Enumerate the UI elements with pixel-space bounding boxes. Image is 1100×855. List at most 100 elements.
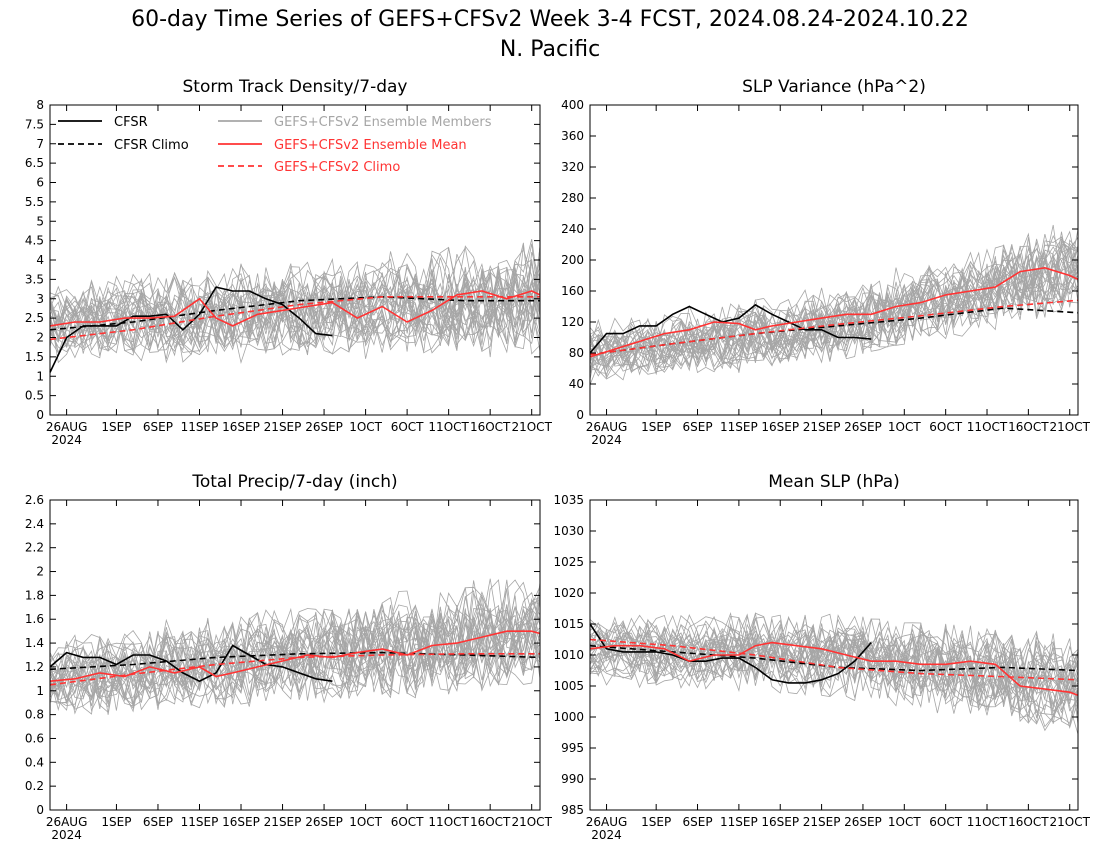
x-tick-label: 11OCT bbox=[967, 815, 1008, 829]
cfsr-line bbox=[589, 303, 872, 354]
y-tick-label: 1010 bbox=[553, 648, 584, 662]
x-tick-label: 11OCT bbox=[428, 815, 469, 829]
ensemble-mean-line bbox=[49, 630, 541, 682]
x-tick-label: 1SEP bbox=[101, 420, 131, 434]
ensemble-member-line bbox=[589, 640, 1079, 735]
y-tick-label: 6 bbox=[36, 176, 44, 190]
x-tick-label: 11OCT bbox=[428, 420, 469, 434]
ensemble-member-line bbox=[49, 266, 541, 354]
y-tick-label: 990 bbox=[561, 772, 584, 786]
x-tick-label: 1SEP bbox=[641, 420, 671, 434]
gefs-climo-line bbox=[49, 652, 540, 686]
cfsr-climo-line bbox=[589, 644, 1079, 672]
y-tick-label: 280 bbox=[561, 191, 584, 205]
panel-title: Total Precip/7-day (inch) bbox=[191, 472, 397, 492]
x-tick-label: 1SEP bbox=[101, 815, 131, 829]
y-tick-label: 2.2 bbox=[25, 541, 44, 555]
y-tick-label: 7 bbox=[36, 137, 44, 151]
x-tick-label: 26SEP bbox=[844, 815, 882, 829]
y-tick-label: 40 bbox=[569, 377, 584, 391]
ensemble-member-line bbox=[49, 611, 541, 709]
x-tick-label: 26AUG bbox=[586, 420, 628, 434]
legend-label-cfsr-climo: CFSR Climo bbox=[114, 138, 189, 153]
x-year-label: 2024 bbox=[51, 828, 82, 842]
x-tick-label: 26SEP bbox=[844, 420, 882, 434]
x-tick-label: 11OCT bbox=[967, 420, 1008, 434]
x-tick-label: 16SEP bbox=[761, 420, 799, 434]
ensemble-member-line bbox=[49, 595, 541, 710]
x-tick-label: 21SEP bbox=[264, 420, 302, 434]
x-tick-label: 11SEP bbox=[720, 815, 758, 829]
x-tick-label: 6OCT bbox=[929, 420, 962, 434]
x-tick-label: 21SEP bbox=[803, 420, 841, 434]
y-tick-label: 2 bbox=[36, 565, 44, 579]
y-tick-label: 0 bbox=[36, 408, 44, 422]
x-tick-label: 16OCT bbox=[470, 815, 511, 829]
y-tick-label: 5 bbox=[36, 214, 44, 228]
ensemble-member-line bbox=[589, 626, 1079, 717]
y-tick-label: 4.5 bbox=[25, 234, 44, 248]
x-tick-label: 6OCT bbox=[391, 815, 424, 829]
ensemble-member-line bbox=[49, 288, 541, 365]
cfsr-climo-line bbox=[49, 295, 540, 331]
ensemble-member-line bbox=[589, 230, 1079, 362]
panel-title: Mean SLP (hPa) bbox=[768, 472, 900, 492]
y-tick-label: 1005 bbox=[553, 679, 584, 693]
x-tick-label: 11SEP bbox=[181, 815, 219, 829]
y-tick-label: 1030 bbox=[553, 524, 584, 538]
ensemble-member-line bbox=[49, 261, 541, 351]
ensemble-member-line bbox=[49, 604, 541, 684]
ensemble-member-line bbox=[49, 280, 541, 353]
y-tick-label: 0 bbox=[576, 408, 584, 422]
main-title-line2: N. Pacific bbox=[500, 37, 600, 62]
x-tick-label: 6OCT bbox=[929, 815, 962, 829]
y-tick-label: 1015 bbox=[553, 617, 584, 631]
x-tick-label: 16SEP bbox=[761, 815, 799, 829]
x-tick-label: 6SEP bbox=[682, 420, 712, 434]
ensemble-member-line bbox=[49, 607, 541, 713]
y-tick-label: 1025 bbox=[553, 555, 584, 569]
chart-panel-1: Storm Track Density/7-day 0 0.5 1 1.5 2 2.5 3 3.… bbox=[25, 77, 553, 447]
legend-label-cfsr: CFSR bbox=[114, 115, 148, 130]
x-tick-label: 1OCT bbox=[349, 815, 382, 829]
y-tick-label: 1 bbox=[36, 684, 44, 698]
legend-label-gefs-climo: GEFS+CFSv2 Climo bbox=[274, 160, 400, 175]
ensemble-member-line bbox=[49, 245, 541, 332]
plot-frame bbox=[49, 499, 541, 811]
x-year-label: 2024 bbox=[591, 828, 622, 842]
ensemble-member-line bbox=[49, 265, 541, 347]
x-tick-label: 16SEP bbox=[222, 420, 260, 434]
y-tick-label: 6.5 bbox=[25, 156, 44, 170]
y-tick-label: 1.5 bbox=[25, 350, 44, 364]
x-tick-label: 1OCT bbox=[349, 420, 382, 434]
y-tick-label: 985 bbox=[561, 803, 584, 817]
cfsr-line bbox=[49, 286, 333, 373]
chart-panel-3: Total Precip/7-day (inch)00.20.40.60.811… bbox=[25, 472, 553, 842]
ensemble-member-line bbox=[49, 605, 541, 712]
x-tick-label: 1SEP bbox=[641, 815, 671, 829]
y-tick-label: 320 bbox=[561, 160, 584, 174]
legend: CFSR CFSR Climo GEFS+CFSv2 Ensemble Member… bbox=[58, 115, 492, 175]
gefs-climo-line bbox=[589, 299, 1079, 356]
x-tick-label: 6OCT bbox=[391, 420, 424, 434]
x-tick-label: 26AUG bbox=[586, 815, 628, 829]
y-tick-label: 4 bbox=[36, 253, 44, 267]
ensemble-member-line bbox=[589, 640, 1079, 732]
x-tick-label: 21OCT bbox=[1050, 420, 1091, 434]
y-tick-label: 1000 bbox=[553, 710, 584, 724]
x-tick-label: 21SEP bbox=[264, 815, 302, 829]
cfsr-line bbox=[589, 623, 872, 684]
y-tick-label: 7.5 bbox=[25, 117, 44, 131]
y-tick-label: 2.4 bbox=[25, 517, 44, 531]
ensemble-member-line bbox=[589, 253, 1079, 377]
x-tick-label: 16OCT bbox=[1008, 420, 1049, 434]
ensemble-member-line bbox=[49, 605, 541, 715]
x-tick-label: 1OCT bbox=[888, 420, 921, 434]
chart-panel-4: Mean SLP (hPa) 985 990 995 1000 1005 1010 1015 1… bbox=[553, 472, 1090, 842]
ensemble-mean-line bbox=[589, 266, 1079, 358]
legend-label-ens-mean: GEFS+CFSv2 Ensemble Mean bbox=[274, 138, 467, 153]
gefs-climo-line bbox=[49, 295, 540, 341]
y-tick-label: 1020 bbox=[553, 586, 584, 600]
x-tick-label: 16SEP bbox=[222, 815, 260, 829]
y-tick-label: 2.6 bbox=[25, 493, 44, 507]
